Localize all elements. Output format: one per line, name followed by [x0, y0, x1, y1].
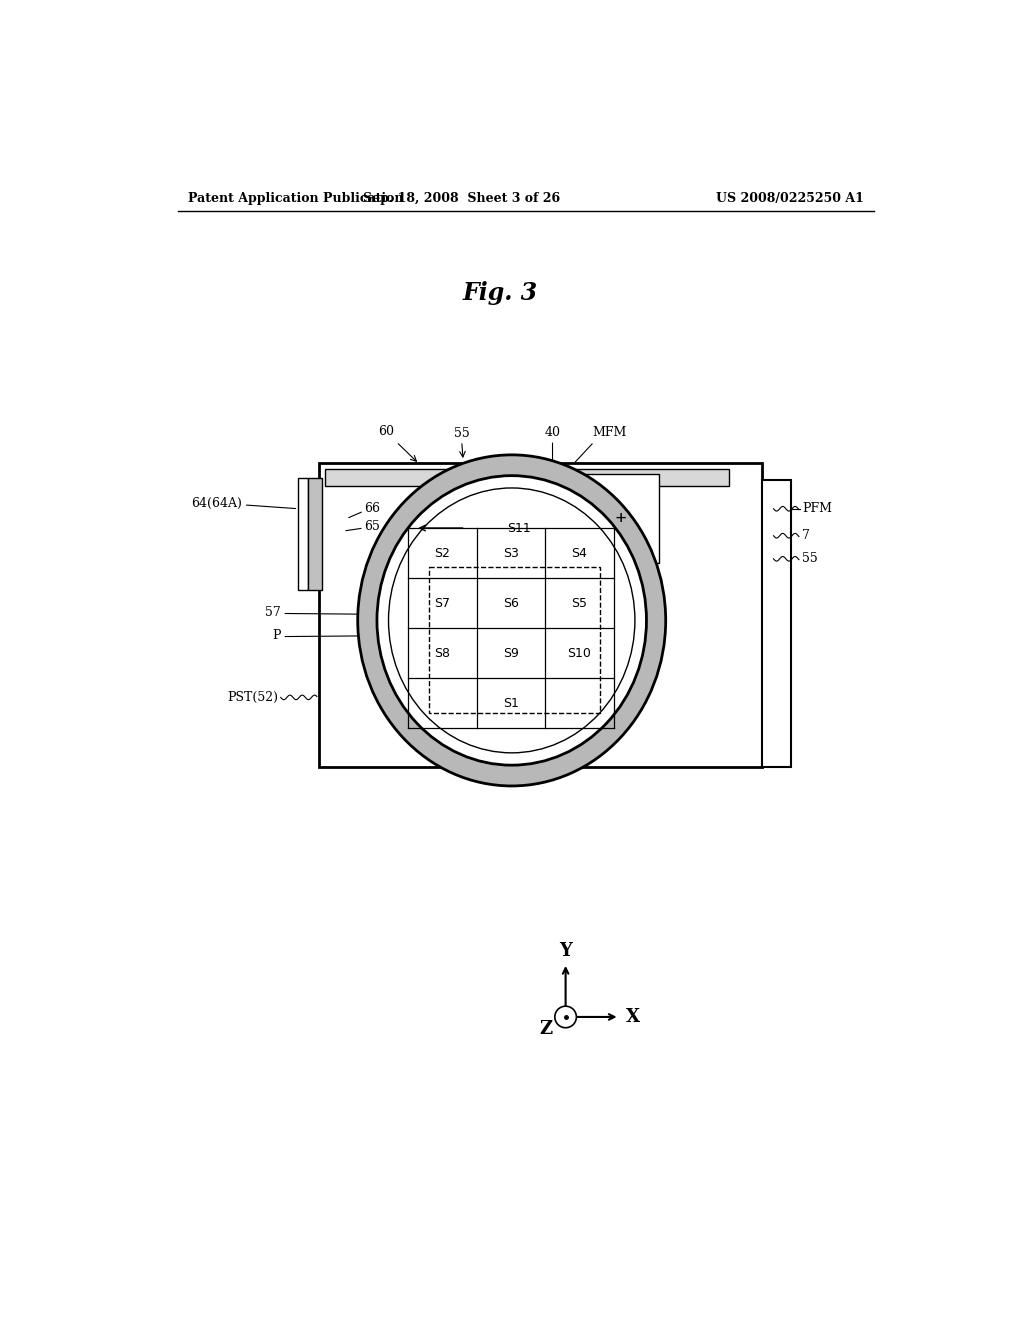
- Text: Z: Z: [539, 1020, 552, 1039]
- Text: + +: + +: [594, 510, 627, 528]
- Text: 60: 60: [378, 425, 394, 438]
- Text: S5: S5: [571, 597, 588, 610]
- Bar: [429, 566, 600, 713]
- Text: S3: S3: [503, 546, 519, 560]
- Text: 23: 23: [630, 612, 645, 626]
- Ellipse shape: [377, 475, 646, 766]
- Text: 66: 66: [364, 502, 380, 515]
- Bar: [326, 469, 729, 486]
- Bar: [298, 478, 307, 590]
- Ellipse shape: [357, 455, 666, 785]
- Text: S10: S10: [567, 647, 592, 660]
- Text: 21: 21: [630, 587, 645, 601]
- Text: 55: 55: [802, 552, 818, 565]
- Circle shape: [555, 1006, 577, 1028]
- Text: 42: 42: [521, 508, 538, 520]
- Text: Patent Application Publication: Patent Application Publication: [188, 191, 403, 205]
- Text: AR1: AR1: [630, 638, 656, 649]
- Text: MFM: MFM: [593, 426, 627, 440]
- Text: PST(52): PST(52): [227, 690, 279, 704]
- Text: S2: S2: [434, 546, 451, 560]
- Bar: [319, 462, 762, 767]
- Text: 7: 7: [802, 529, 810, 543]
- Bar: [569, 474, 658, 562]
- Bar: [762, 480, 792, 767]
- Text: S7: S7: [434, 597, 451, 610]
- Bar: [307, 478, 322, 590]
- Bar: [544, 475, 569, 562]
- Text: P: P: [272, 630, 281, 643]
- Text: 40: 40: [545, 426, 560, 440]
- Ellipse shape: [388, 488, 635, 752]
- Text: S11: S11: [507, 521, 530, 535]
- Text: S9: S9: [503, 647, 519, 660]
- Text: X: X: [627, 1008, 640, 1026]
- Text: 57: 57: [265, 606, 281, 619]
- Text: S6: S6: [503, 597, 519, 610]
- Text: Y: Y: [559, 941, 572, 960]
- Text: 20: 20: [630, 698, 645, 711]
- Text: US 2008/0225250 A1: US 2008/0225250 A1: [716, 191, 863, 205]
- Text: Sep. 18, 2008  Sheet 3 of 26: Sep. 18, 2008 Sheet 3 of 26: [364, 191, 560, 205]
- Text: 43: 43: [515, 768, 531, 781]
- Text: S8: S8: [434, 647, 451, 660]
- Text: S1: S1: [503, 697, 519, 710]
- Text: S4: S4: [571, 546, 588, 560]
- Text: PFM: PFM: [802, 502, 831, 515]
- Text: Fig. 3: Fig. 3: [463, 281, 538, 305]
- Text: 64(64A): 64(64A): [191, 496, 243, 510]
- Text: 55: 55: [454, 426, 470, 440]
- Text: 65: 65: [364, 520, 380, 533]
